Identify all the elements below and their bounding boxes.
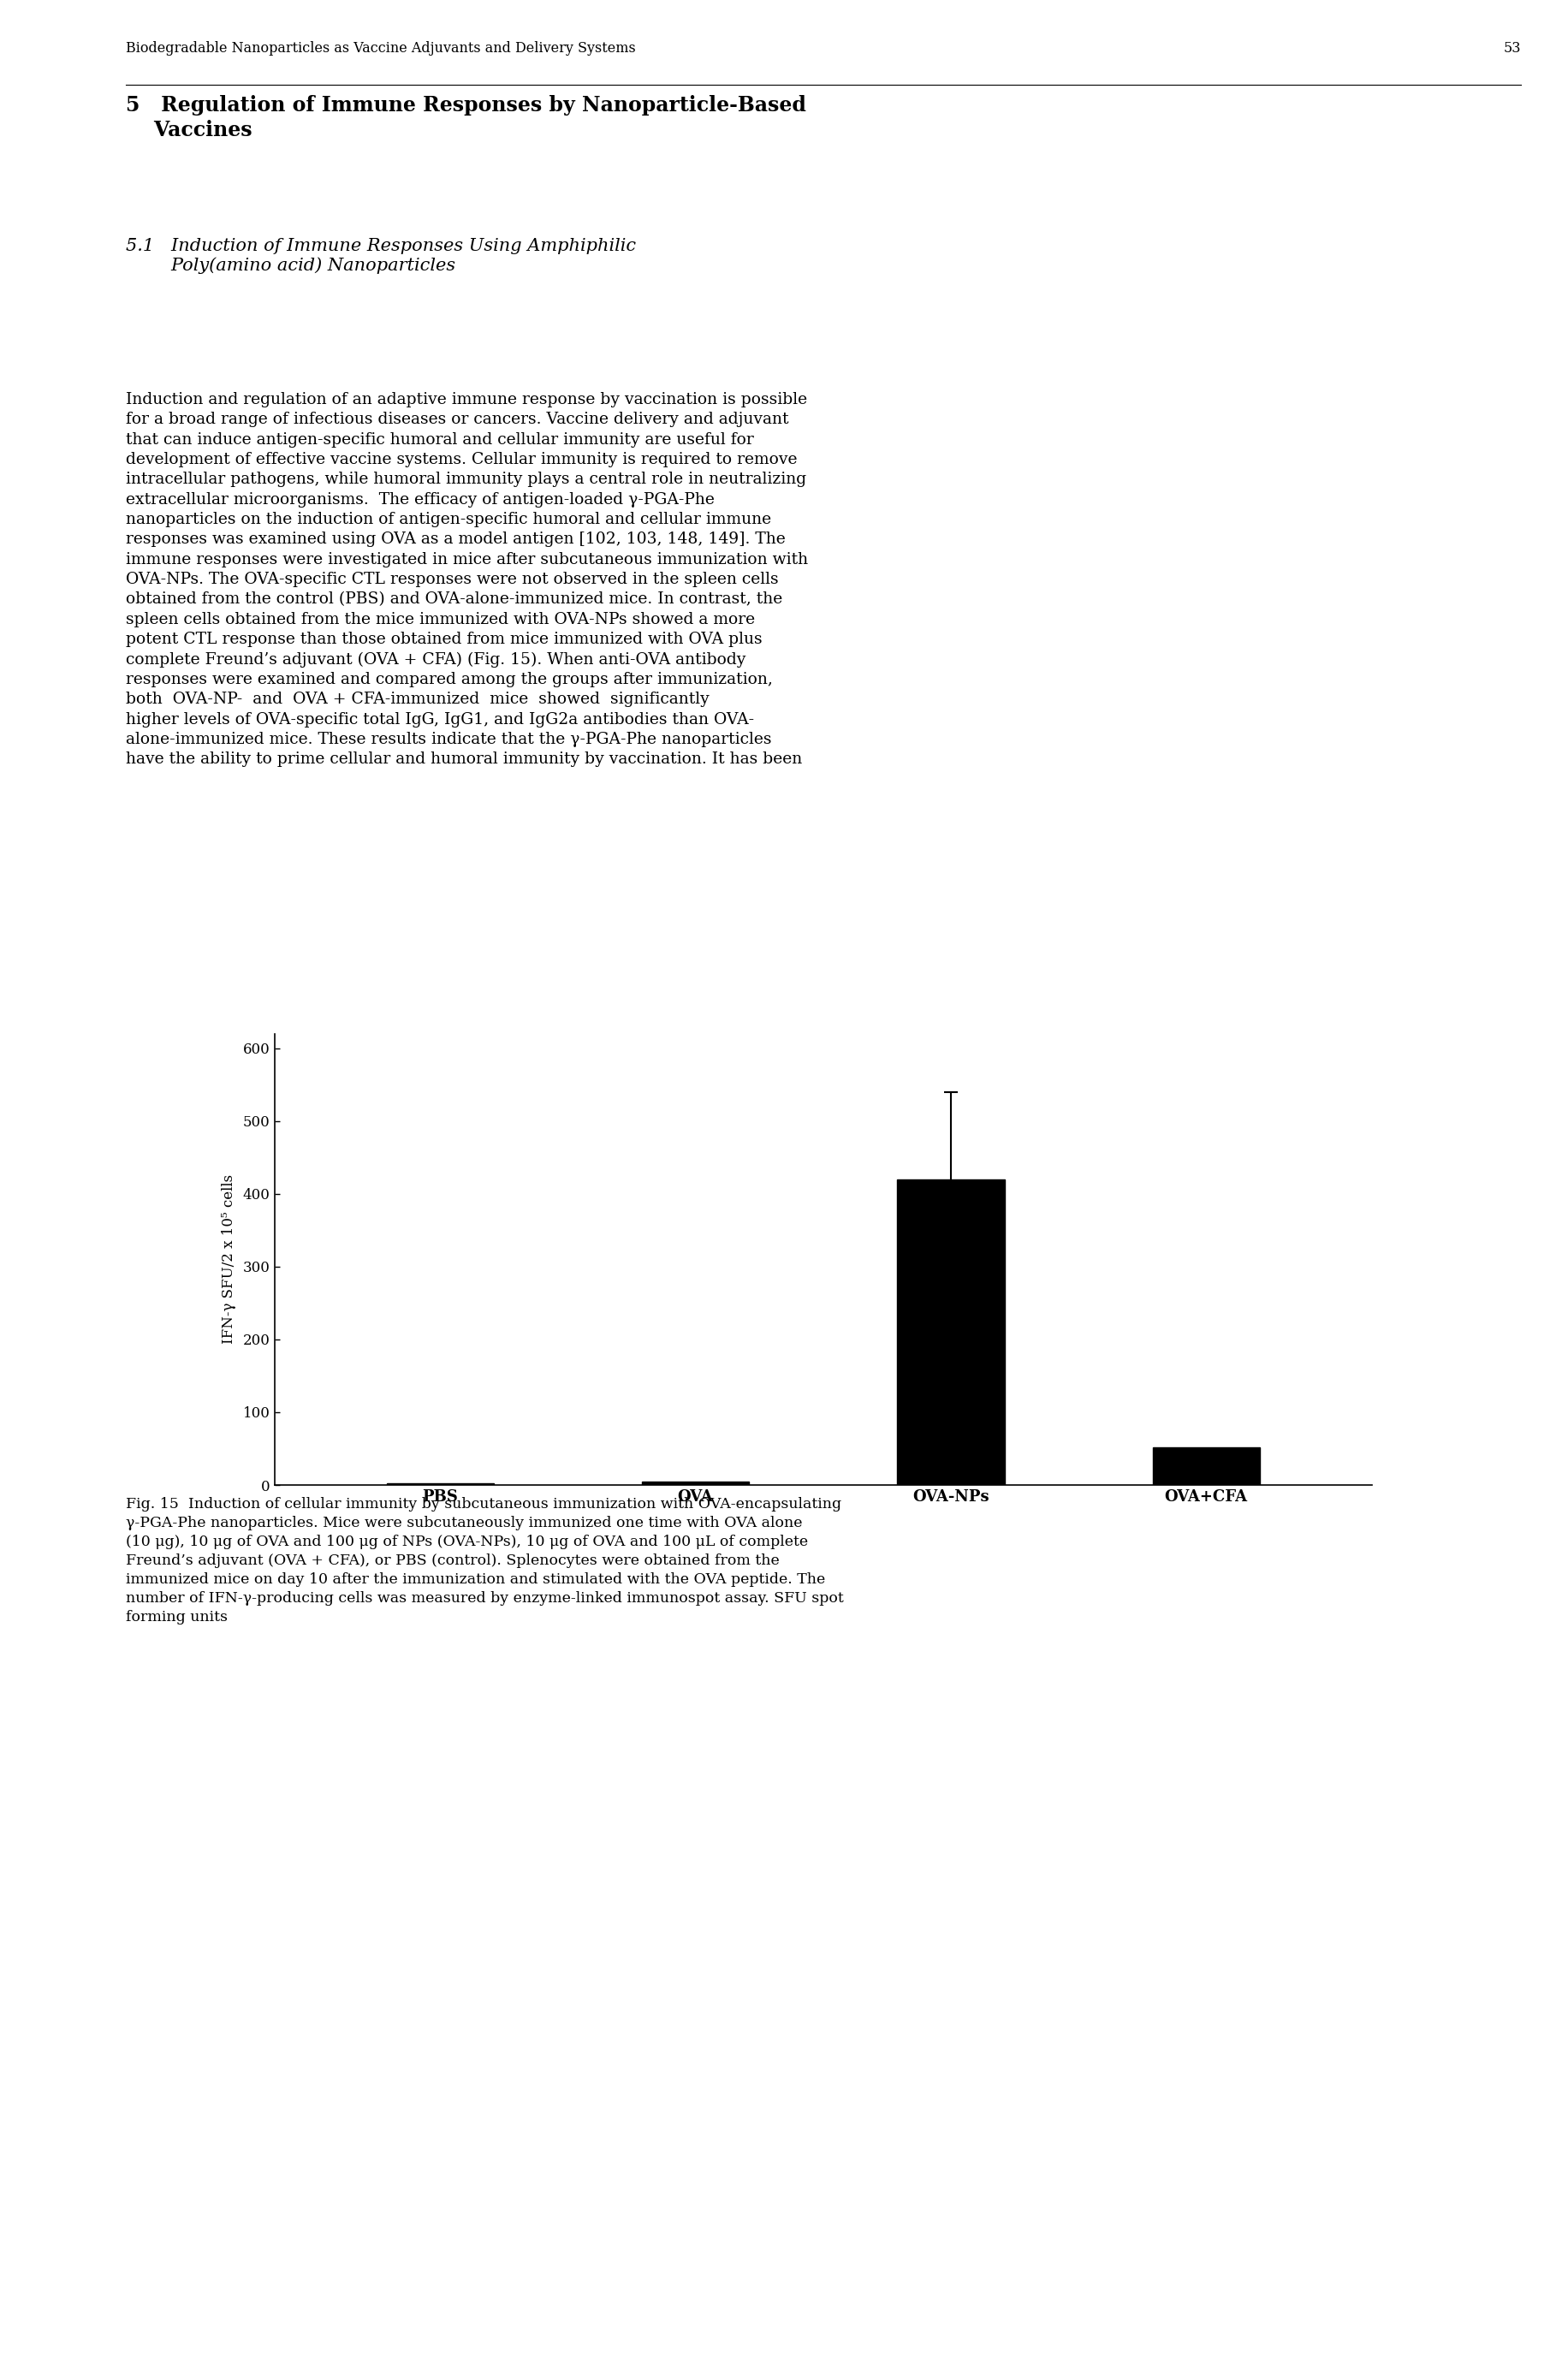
Bar: [1152, 1447, 1259, 1485]
Text: 5   Regulation of Immune Responses by Nanoparticle-Based
    Vaccines: 5 Regulation of Immune Responses by Nano…: [125, 95, 806, 140]
Text: Biodegradable Nanoparticles as Vaccine Adjuvants and Delivery Systems: Biodegradable Nanoparticles as Vaccine A…: [125, 40, 635, 57]
Bar: [641, 1480, 750, 1485]
Bar: [897, 1178, 1005, 1485]
Text: 5.1   Induction of Immune Responses Using Amphiphilic
        Poly(amino acid) N: 5.1 Induction of Immune Responses Using …: [125, 238, 635, 273]
Text: 53: 53: [1504, 40, 1521, 57]
Y-axis label: IFN-γ SFU/2 x 10⁵ cells: IFN-γ SFU/2 x 10⁵ cells: [221, 1174, 235, 1345]
Text: Induction and regulation of an adaptive immune response by vaccination is possib: Induction and regulation of an adaptive …: [125, 392, 808, 767]
Text: Fig. 15  Induction of cellular immunity by subcutaneous immunization with OVA-en: Fig. 15 Induction of cellular immunity b…: [125, 1497, 844, 1625]
